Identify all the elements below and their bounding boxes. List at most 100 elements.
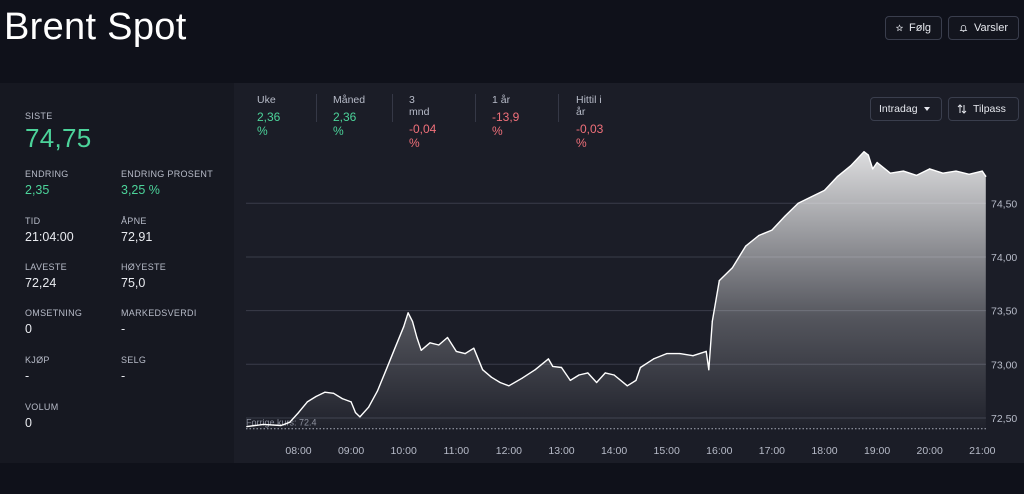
stat-market-value-label: MARKEDSVERDI [121, 308, 197, 318]
adjust-label: Tilpass [973, 103, 1006, 115]
data-point [823, 189, 826, 191]
data-point [613, 374, 615, 376]
x-tick-label: 15:00 [654, 445, 680, 457]
data-point [711, 320, 713, 322]
data-point [306, 401, 308, 403]
x-tick-label: 17:00 [759, 445, 785, 457]
page-title: Brent Spot [4, 6, 187, 48]
data-point [889, 172, 891, 174]
range-select[interactable]: Intradag [870, 97, 942, 121]
data-point [446, 336, 449, 339]
data-point [679, 353, 681, 355]
data-point [902, 170, 905, 172]
x-tick-label: 09:00 [338, 445, 364, 457]
stat-high-label: HØYESTE [121, 262, 167, 272]
stat-open: ÅPNE 72,91 [121, 216, 152, 244]
y-tick-label: 73,50 [991, 306, 1017, 318]
stat-volume-label: VOLUM [25, 402, 59, 412]
data-point [981, 170, 983, 172]
stat-change-value: 2,35 [25, 183, 50, 197]
data-point [863, 151, 865, 153]
data-point [490, 376, 492, 378]
period-week-label: Uke [257, 94, 276, 106]
stat-change-pct-label: ENDRING PROSENT [121, 169, 214, 179]
data-point [333, 392, 335, 394]
data-point [797, 202, 799, 204]
data-point [438, 344, 440, 346]
data-point [521, 377, 523, 379]
stat-buy-label: KJØP [25, 355, 50, 365]
period-month: Måned 2,36 % [333, 94, 365, 138]
period-3m-label: 3 mnd [409, 94, 430, 118]
data-point [473, 347, 475, 349]
period-1y-label: 1 år [492, 94, 511, 106]
data-point [968, 173, 970, 175]
price-chart[interactable]: 72,50 73,00 73,50 74,00 74,50 Forrige kurs: 7… [234, 83, 1024, 463]
data-point [560, 366, 563, 369]
y-tick-label: 72,50 [991, 413, 1017, 425]
period-3m: 3 mnd -0,04 % [409, 94, 436, 150]
stat-last-label: SISTE [25, 111, 53, 121]
alerts-label: Varsler [973, 22, 1008, 34]
data-point [985, 175, 987, 177]
stat-volume: VOLUM 0 [25, 402, 59, 430]
follow-button[interactable]: Følg [885, 16, 942, 40]
data-point [403, 326, 405, 328]
chevron-down-icon [923, 107, 930, 111]
stat-change: ENDRING 2,35 [25, 169, 69, 197]
data-point [499, 381, 501, 384]
stat-time-label: TID [25, 216, 41, 226]
alerts-button[interactable]: Varsler [948, 16, 1019, 40]
period-divider [558, 94, 559, 122]
data-point [354, 412, 357, 414]
data-point [708, 369, 710, 371]
period-divider [316, 94, 317, 122]
period-week: Uke 2,36 % [257, 94, 280, 138]
stat-market-value-value: - [121, 322, 126, 336]
stat-sell-label: SELG [121, 355, 147, 365]
stat-last: SISTE 74,75 [25, 111, 92, 154]
data-point [416, 336, 418, 339]
data-point [745, 245, 747, 247]
period-week-value: 2,36 % [257, 110, 281, 138]
stat-low-label: LAVESTE [25, 262, 67, 272]
period-ytd: Hittil i år -0,03 % [576, 94, 603, 150]
data-point [368, 406, 370, 408]
data-point [547, 358, 549, 360]
data-point [653, 358, 655, 360]
x-tick-label: 10:00 [391, 445, 417, 457]
data-point [876, 161, 878, 164]
period-1y-value: -13,9 % [492, 110, 520, 138]
stat-buy-value: - [25, 369, 30, 383]
data-point [394, 347, 396, 349]
stat-turnover: OMSETNING 0 [25, 308, 82, 336]
data-point [455, 350, 457, 352]
stat-turnover-label: OMSETNING [25, 308, 83, 318]
x-tick-label: 14:00 [601, 445, 627, 457]
data-point [872, 168, 874, 170]
data-point [376, 390, 378, 392]
data-point [324, 391, 326, 393]
x-tick-label: 13:00 [548, 445, 574, 457]
data-point [429, 342, 431, 344]
data-point [929, 168, 931, 170]
stat-sell: SELG - [121, 355, 146, 383]
data-point [771, 229, 773, 231]
data-point [837, 175, 839, 177]
period-month-label: Måned [333, 94, 366, 106]
data-point [867, 154, 869, 156]
adjust-button[interactable]: Tilpass [948, 97, 1019, 121]
stat-time-value: 21:04:00 [25, 230, 74, 244]
data-point [350, 401, 352, 403]
period-3m-value: -0,04 % [409, 122, 437, 150]
data-point [407, 312, 409, 314]
y-tick-label: 73,00 [991, 359, 1017, 371]
stat-buy: KJØP - [25, 355, 50, 383]
data-point [359, 416, 361, 418]
data-point [464, 353, 466, 355]
data-point [280, 424, 282, 427]
chart-panel: Uke 2,36 % Måned 2,36 % 3 mnd -0,04 % 1 … [234, 83, 1024, 463]
y-tick-label: 74,00 [991, 252, 1017, 264]
bell-icon [959, 25, 968, 32]
stat-low: LAVESTE 72,24 [25, 262, 67, 290]
